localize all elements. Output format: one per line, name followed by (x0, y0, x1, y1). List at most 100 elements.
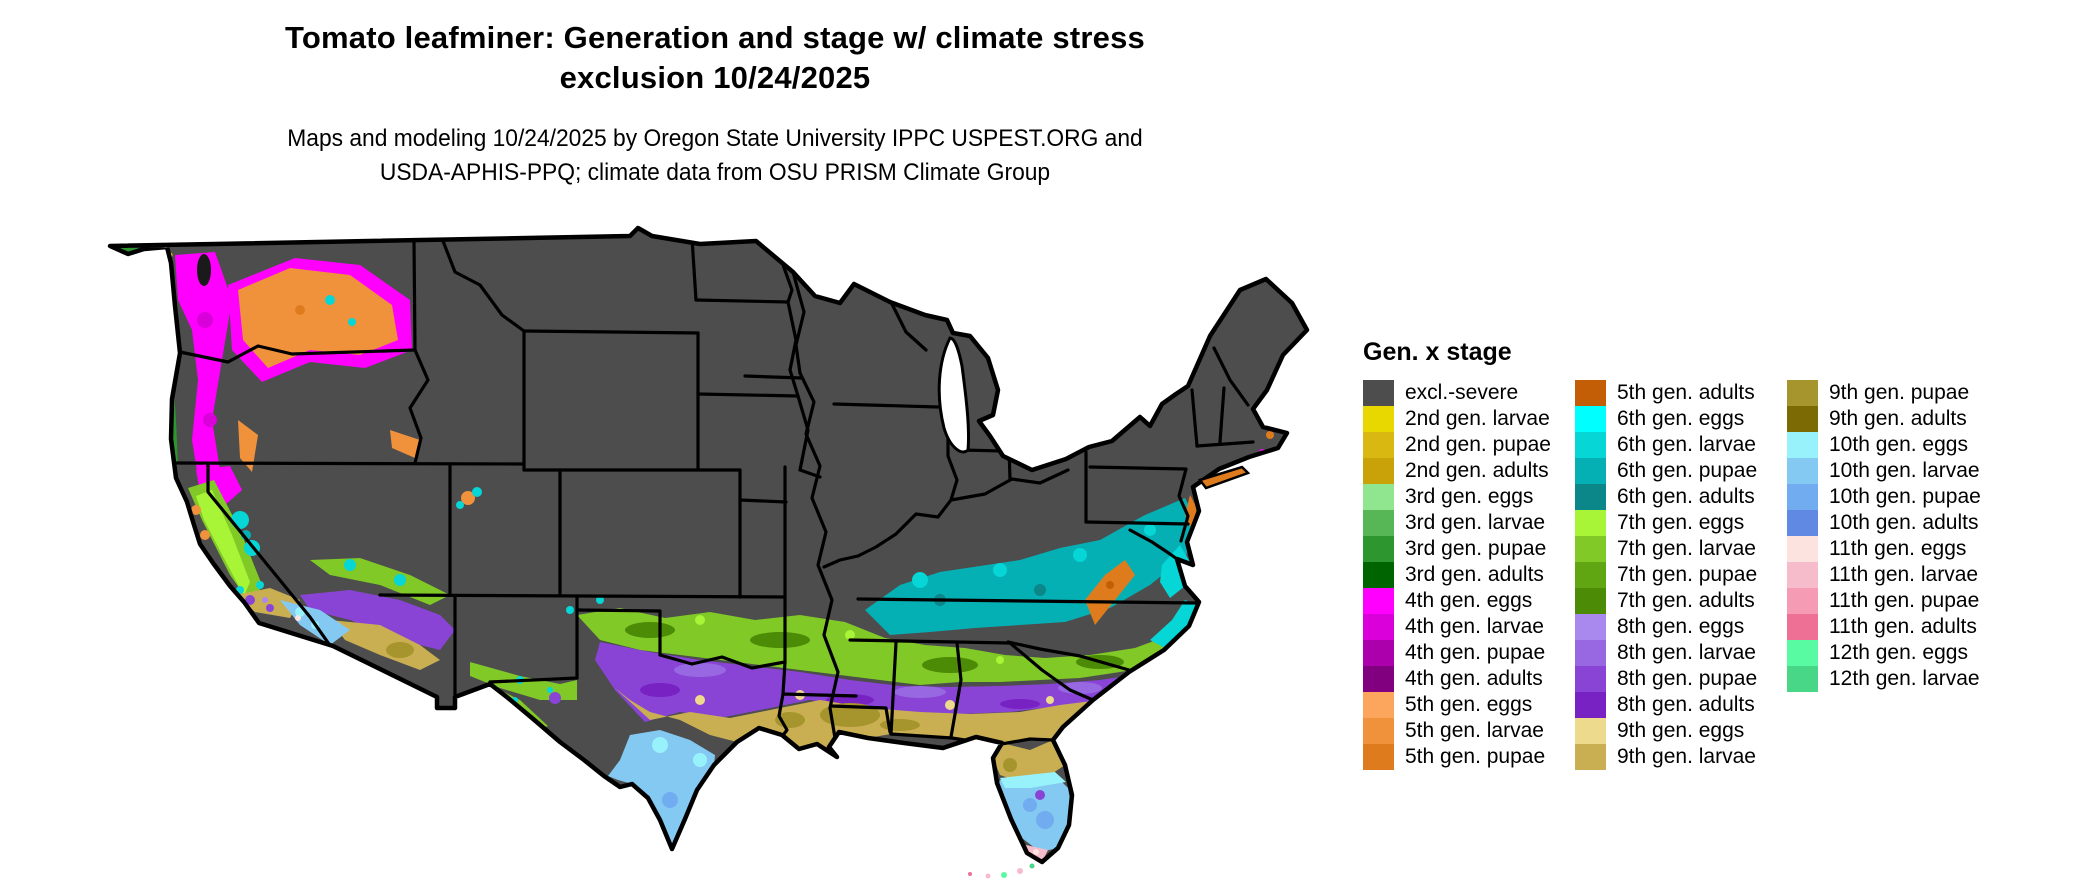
subtitle-line-1: Maps and modeling 10/24/2025 by Oregon S… (287, 125, 1143, 152)
title-line-2: exclusion 10/24/2025 (559, 60, 871, 95)
legend-item: 3rd gen. pupae (1363, 536, 1551, 562)
legend-label: 7th gen. adults (1617, 589, 1755, 612)
legend-swatch (1363, 536, 1394, 562)
legend-item: 7th gen. adults (1575, 588, 1757, 614)
legend-swatch (1575, 614, 1606, 640)
legend-item: 11th gen. eggs (1787, 536, 1981, 562)
legend-label: 12th gen. larvae (1829, 667, 1980, 690)
legend-swatch (1363, 666, 1394, 692)
legend-label: 9th gen. larvae (1617, 745, 1756, 768)
legend-label: 6th gen. eggs (1617, 407, 1745, 430)
legend-swatch (1575, 718, 1606, 744)
legend-label: 9th gen. eggs (1617, 719, 1745, 742)
legend-swatch (1363, 380, 1394, 406)
long-island (1197, 465, 1251, 490)
legend-swatch (1363, 562, 1394, 588)
region-central-valley (196, 490, 250, 596)
legend-item: 11th gen. pupae (1787, 588, 1981, 614)
legend-label: 10th gen. pupae (1829, 485, 1981, 508)
page-title: Tomato leafminer: Generation and stage w… (75, 18, 1355, 98)
florida-keys (968, 863, 1035, 879)
legend-label: 11th gen. larvae (1829, 563, 1979, 586)
legend-item: 7th gen. eggs (1575, 510, 1757, 536)
legend-label: 4th gen. pupae (1405, 641, 1546, 664)
legend-swatch (1363, 692, 1394, 718)
legend-swatch (1363, 614, 1394, 640)
legend-item: 5th gen. larvae (1363, 718, 1551, 744)
us-outline (107, 225, 1310, 865)
legend-swatch (1575, 536, 1606, 562)
legend-item: 10th gen. larvae (1787, 458, 1981, 484)
legend-swatch (1363, 640, 1394, 666)
region-fl-lightblue (998, 775, 1070, 852)
legend-label: 5th gen. larvae (1405, 719, 1544, 742)
legend-swatch (1363, 432, 1394, 458)
legend-item: 4th gen. larvae (1363, 614, 1551, 640)
legend-swatch (1363, 588, 1394, 614)
legend-label: 10th gen. larvae (1829, 459, 1980, 482)
legend-item: 2nd gen. adults (1363, 458, 1551, 484)
legend-label: 6th gen. larvae (1617, 433, 1756, 456)
legend-label: 9th gen. pupae (1829, 381, 1970, 404)
legend-item: 11th gen. larvae (1787, 562, 1981, 588)
title-line-1: Tomato leafminer: Generation and stage w… (285, 20, 1145, 55)
legend-swatch (1575, 666, 1606, 692)
legend-label: 2nd gen. pupae (1405, 433, 1551, 456)
region-appalachian-orange (1085, 560, 1135, 625)
region-coastal-green (110, 246, 178, 465)
legend-swatch (1787, 640, 1818, 666)
legend-label: 7th gen. larvae (1617, 537, 1756, 560)
legend-item: 10th gen. pupae (1787, 484, 1981, 510)
legend-item: 7th gen. larvae (1575, 536, 1757, 562)
legend-swatch (1575, 692, 1606, 718)
legend-label: 4th gen. eggs (1405, 589, 1533, 612)
legend-item: 10th gen. adults (1787, 510, 1981, 536)
subtitle-line-2: USDA-APHIS-PPQ; climate data from OSU PR… (379, 159, 1051, 186)
legend-item: 6th gen. adults (1575, 484, 1757, 510)
legend-swatch (1787, 588, 1818, 614)
legend-item: 9th gen. eggs (1575, 718, 1757, 744)
legend-item: 4th gen. adults (1363, 666, 1551, 692)
legend-item: 7th gen. pupae (1575, 562, 1757, 588)
legend-item: 8th gen. eggs (1575, 614, 1757, 640)
legend-label: 4th gen. adults (1405, 667, 1543, 690)
legend-label: excl.-severe (1405, 381, 1519, 404)
legend-label: 6th gen. pupae (1617, 459, 1758, 482)
legend-swatch (1787, 666, 1818, 692)
legend-label: 8th gen. adults (1617, 693, 1755, 716)
legend-label: 4th gen. larvae (1405, 615, 1544, 638)
legend-swatch (1575, 744, 1606, 770)
legend-label: 3rd gen. adults (1405, 563, 1544, 586)
lake-michigan (937, 336, 971, 454)
region-cascades-magenta (175, 252, 232, 500)
legend-item: 4th gen. pupae (1363, 640, 1551, 666)
legend-item: 4th gen. eggs (1363, 588, 1551, 614)
legend-item: 2nd gen. pupae (1363, 432, 1551, 458)
legend-label: 8th gen. larvae (1617, 641, 1756, 664)
page-subtitle: Maps and modeling 10/24/2025 by Oregon S… (107, 122, 1323, 190)
legend-swatch (1787, 510, 1818, 536)
legend-swatch (1363, 510, 1394, 536)
legend-item: 8th gen. adults (1575, 692, 1757, 718)
legend-swatch (1575, 380, 1606, 406)
legend-swatch (1363, 406, 1394, 432)
legend-label: 3rd gen. pupae (1405, 537, 1547, 560)
legend-item: 5th gen. eggs (1363, 692, 1551, 718)
legend-swatch (1575, 458, 1606, 484)
legend-label: 9th gen. adults (1829, 407, 1967, 430)
legend-label: 7th gen. pupae (1617, 563, 1758, 586)
region-mogollon-green (310, 558, 450, 605)
legend-label: 8th gen. eggs (1617, 615, 1745, 638)
legend-column: 5th gen. adults 6th gen. eggs 6th gen. lar… (1575, 380, 1757, 770)
region-az-purple (300, 590, 455, 650)
legend-item: 9th gen. pupae (1787, 380, 1981, 406)
legend-swatch (1363, 484, 1394, 510)
legend-column: excl.-severe 2nd gen. larvae 2nd gen. pupa… (1363, 380, 1551, 770)
legend-swatch (1363, 744, 1394, 770)
legend-item: 8th gen. larvae (1575, 640, 1757, 666)
legend-swatch (1787, 536, 1818, 562)
state-borders (171, 236, 1255, 747)
legend-swatch (1787, 380, 1818, 406)
legend-swatch (1575, 640, 1606, 666)
